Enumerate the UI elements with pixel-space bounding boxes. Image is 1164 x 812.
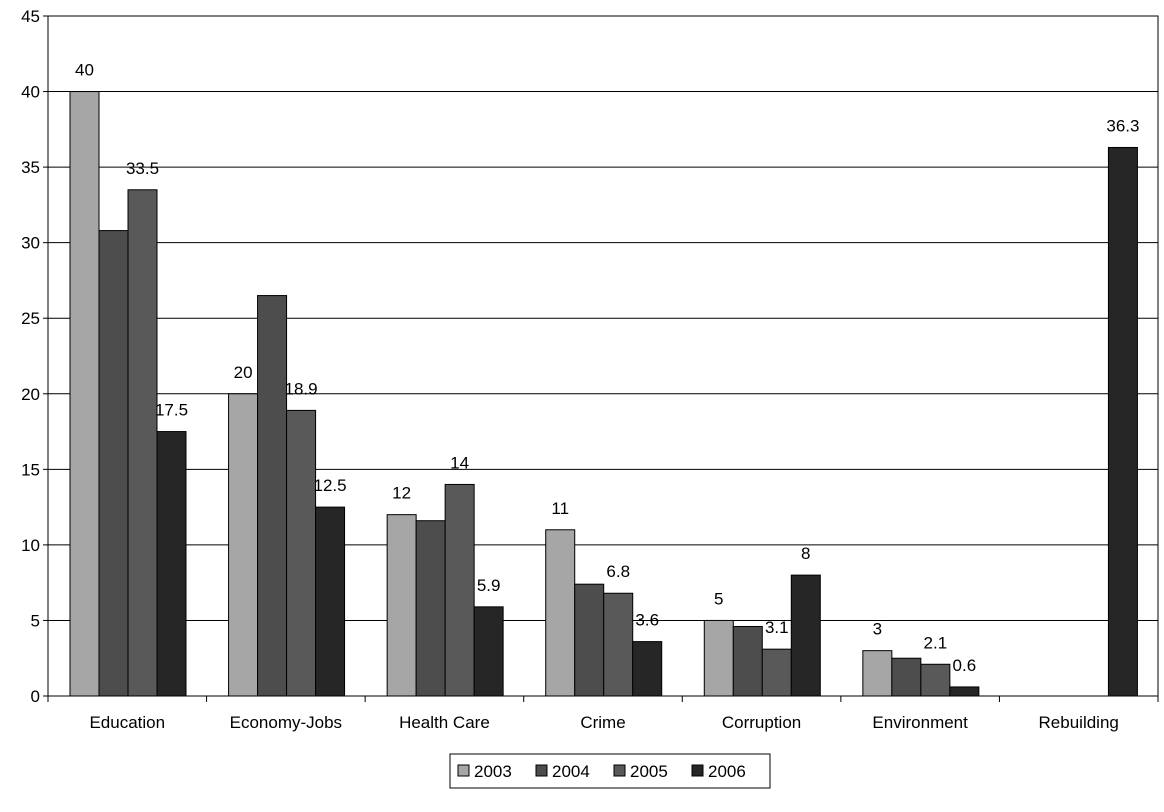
data-label: 3.1: [765, 618, 789, 637]
data-label: 17.5: [155, 401, 188, 420]
y-tick-label: 20: [21, 385, 40, 404]
y-tick-label: 5: [31, 611, 40, 630]
bar-2004-health care: [415, 520, 446, 697]
bar-2005-corruption: [761, 648, 792, 697]
bar-2006-crime: [632, 641, 663, 697]
y-tick-label: 30: [21, 234, 40, 253]
bar-2006-health care: [473, 606, 504, 697]
y-tick-label: 15: [21, 460, 40, 479]
legend-swatch: [535, 764, 548, 777]
bars: [69, 91, 1138, 697]
bar-2003-economy-jobs: [228, 393, 259, 697]
legend-swatch: [457, 764, 470, 777]
data-label: 33.5: [126, 159, 159, 178]
legend-label: 2005: [630, 762, 668, 781]
y-tick-label: 45: [21, 7, 40, 26]
bar-2004-environment: [891, 657, 922, 697]
bar-2003-environment: [862, 650, 893, 697]
data-label: 11: [551, 499, 569, 518]
y-tick-label: 25: [21, 309, 40, 328]
data-label: 2.1: [924, 633, 948, 652]
data-label: 0.6: [953, 656, 977, 675]
data-label: 5: [714, 589, 723, 608]
bar-2006-rebuilding: [1107, 146, 1138, 697]
x-tick-label: Economy-Jobs: [230, 713, 342, 732]
bar-2006-economy-jobs: [315, 506, 346, 697]
legend: 2003 2004 2005 2006: [449, 753, 771, 789]
data-label: 6.8: [606, 562, 630, 581]
bar-2006-education: [156, 431, 187, 697]
data-label: 8: [801, 544, 810, 563]
legend-box: [449, 753, 771, 789]
bar-2004-crime: [574, 583, 605, 697]
legend-swatch: [613, 764, 626, 777]
data-label: 36.3: [1106, 116, 1139, 135]
data-label: 40: [75, 61, 94, 80]
bar-2005-education: [127, 189, 158, 697]
data-label: 14: [450, 453, 469, 472]
data-label: 18.9: [285, 379, 318, 398]
x-tick-label: Health Care: [399, 713, 490, 732]
y-tick-label: 10: [21, 536, 40, 555]
legend-label: 2003: [474, 762, 512, 781]
data-label: 12: [392, 484, 411, 503]
y-tick-label: 40: [21, 83, 40, 102]
data-label: 12.5: [314, 476, 347, 495]
bar-2006-environment: [949, 686, 980, 697]
data-label: 3.6: [635, 611, 659, 630]
legend-label: 2006: [708, 762, 746, 781]
data-label: 3: [873, 620, 882, 639]
x-tick-label: Environment: [872, 713, 968, 732]
y-tick-label: 0: [31, 687, 40, 706]
x-tick-label: Crime: [580, 713, 625, 732]
bar-2005-economy-jobs: [286, 409, 317, 697]
data-labels: 40 20 12 11 5 3 33.5 18.9 14 6.8 3.1 2.1 17.5 12.5 5.9…: [75, 61, 1139, 675]
bar-2004-education: [98, 230, 129, 697]
bar-2003-education: [69, 91, 100, 697]
legend-swatch: [691, 764, 704, 777]
bar-2006-corruption: [790, 574, 821, 697]
x-tick-label: Education: [89, 713, 165, 732]
data-label: 20: [234, 363, 253, 382]
data-label: 5.9: [477, 576, 501, 595]
x-tick-label: Rebuilding: [1039, 713, 1119, 732]
y-tick-label: 35: [21, 158, 40, 177]
bar-2003-corruption: [703, 619, 734, 697]
bar-2005-health care: [444, 483, 475, 697]
bar-2005-crime: [603, 592, 634, 697]
legend-label: 2004: [552, 762, 590, 781]
bar-2004-economy-jobs: [257, 295, 288, 697]
bar-2004-corruption: [732, 625, 763, 697]
bar-2003-health care: [386, 514, 417, 697]
bar-2005-environment: [920, 663, 951, 697]
bar-2003-crime: [545, 529, 576, 697]
x-tick-label: Corruption: [722, 713, 801, 732]
